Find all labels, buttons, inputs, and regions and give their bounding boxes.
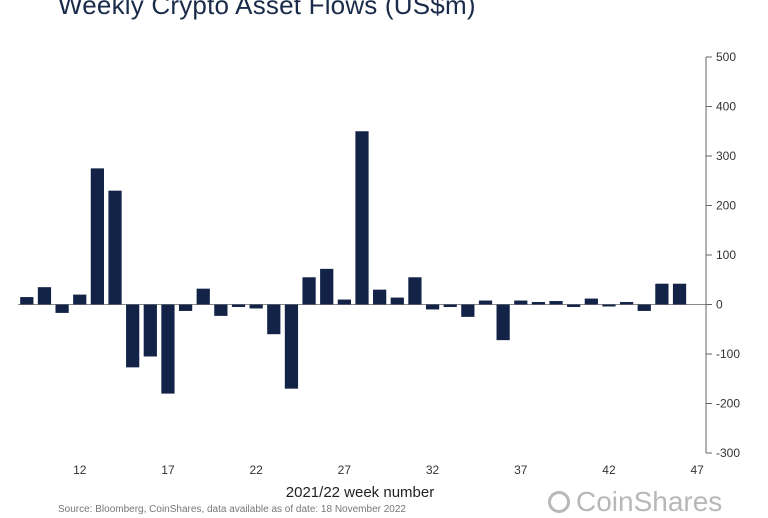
bar-week-10	[37, 287, 52, 305]
bar-week-45	[655, 283, 669, 305]
bar-week-26	[320, 268, 334, 305]
y-tick-label: -100	[716, 347, 740, 361]
y-tick-label: 200	[716, 199, 736, 213]
bar-week-42	[602, 304, 616, 307]
bar-week-41	[584, 298, 598, 305]
bar-week-24	[284, 304, 299, 389]
bar-week-43	[620, 302, 634, 305]
bar-week-22	[249, 304, 263, 309]
brand-logo: CoinShares	[548, 486, 722, 518]
bar-week-16	[143, 304, 157, 357]
y-tick-label: 300	[716, 149, 736, 163]
bar-week-30	[390, 297, 404, 305]
bar-week-19	[196, 288, 210, 305]
bar-week-46	[672, 283, 687, 305]
bar-week-14	[108, 190, 122, 305]
x-tick-label: 17	[161, 463, 175, 477]
bar-week-44	[637, 304, 651, 311]
bar-week-23	[267, 304, 281, 335]
x-tick-label: 32	[426, 463, 440, 477]
x-tick-label: 22	[249, 463, 263, 477]
bar-week-36	[496, 304, 510, 341]
bar-week-12	[73, 294, 87, 305]
bar-week-15	[126, 304, 140, 368]
bar-week-40	[567, 304, 581, 307]
bar-week-18	[178, 304, 193, 311]
x-tick-label: 42	[602, 463, 616, 477]
x-axis-label: 2021/22 week number	[286, 484, 434, 501]
y-tick-label: -300	[716, 446, 740, 460]
bar-week-20	[214, 304, 228, 316]
y-tick-label: 400	[716, 100, 736, 114]
bar-week-39	[549, 301, 563, 305]
y-tick-label: -200	[716, 397, 740, 411]
x-tick-label: 27	[338, 463, 352, 477]
bar-week-38	[531, 302, 546, 305]
bar-week-21	[231, 304, 246, 307]
bar-week-28	[355, 131, 369, 305]
x-tick-label: 47	[690, 463, 704, 477]
x-tick-label: 12	[73, 463, 87, 477]
bar-week-27	[337, 299, 351, 305]
chart-title: Weekly Crypto Asset Flows (US$m)	[58, 0, 476, 20]
bar-week-34	[461, 304, 475, 317]
bar-week-25	[302, 277, 316, 305]
y-tick-label: 100	[716, 248, 736, 262]
bar-week-17	[161, 304, 175, 394]
y-tick-label: 500	[716, 50, 736, 64]
coinshares-logo-icon	[548, 491, 570, 513]
bar-week-31	[408, 277, 422, 305]
bar-week-35	[478, 300, 493, 305]
bar-week-29	[373, 289, 387, 305]
bar-week-37	[514, 300, 528, 305]
brand-name: CoinShares	[576, 486, 723, 517]
source-note: Source: Bloomberg, CoinShares, data avai…	[58, 504, 406, 515]
bar-week-13	[90, 168, 104, 305]
bar-week-32	[425, 304, 440, 310]
bar-week-33	[443, 304, 457, 307]
y-tick-label: 0	[716, 298, 723, 312]
bar-week-11	[55, 304, 69, 313]
x-tick-label: 37	[514, 463, 528, 477]
bar-week-9	[20, 297, 34, 305]
